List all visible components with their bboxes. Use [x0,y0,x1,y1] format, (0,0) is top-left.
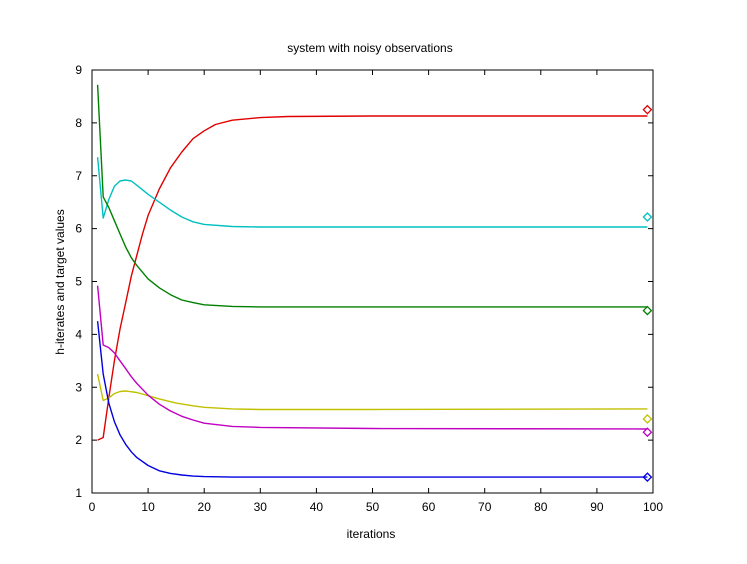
x-axis-title: iterations [347,527,396,541]
series-line [96,373,648,411]
target-marker [642,212,653,222]
y-tick-label: 6 [75,222,82,236]
x-tick-label: 0 [89,500,96,514]
y-tick-label: 5 [75,275,82,289]
x-tick-label: 40 [310,500,324,514]
x-tick-label: 100 [643,500,663,514]
y-tick-label: 8 [75,116,82,130]
y-tick-label: 3 [75,380,82,394]
x-tick-label: 20 [198,500,212,514]
x-tick-label: 60 [422,500,436,514]
target-marker [642,305,653,316]
y-tick-label: 9 [75,63,82,77]
target-marker [642,414,653,424]
target-marker [642,472,653,483]
x-tick-label: 90 [590,500,604,514]
target-marker [642,427,653,438]
y-tick-label: 1 [75,486,82,500]
x-tick-label: 30 [254,500,268,514]
x-tick-label: 10 [141,500,155,514]
series-line [96,84,648,308]
x-tick-label: 80 [534,500,548,514]
series-line [96,157,648,228]
x-tick-label: 50 [366,500,380,514]
target-marker [642,104,653,115]
series-line [96,285,648,430]
series-line [97,115,648,441]
y-axis-title: h-iterates and target values [53,209,67,354]
y-tick-label: 4 [75,327,82,341]
y-tick-label: 2 [75,433,82,447]
y-tick-label: 7 [75,169,82,183]
chart-title: system with noisy observations [287,41,452,55]
series-line [96,321,648,478]
x-tick-label: 70 [478,500,492,514]
plot-area: 0 10 20 30 40 50 60 70 80 90 100 1 2 3 4 5 6 7 8 9 [75,63,663,514]
